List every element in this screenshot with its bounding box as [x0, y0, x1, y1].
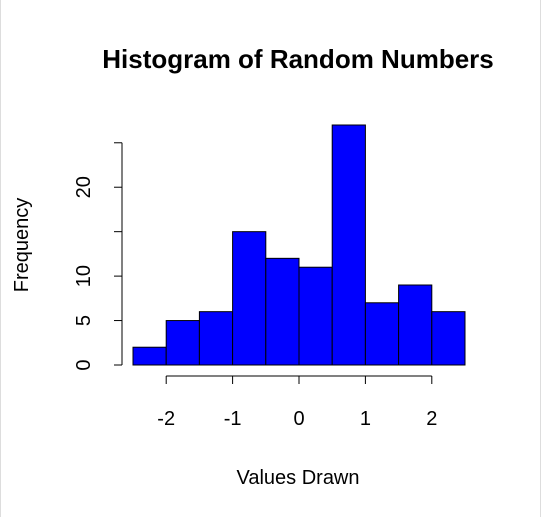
x-tick-label: 0	[293, 408, 304, 430]
x-tick-label: -1	[224, 408, 242, 430]
histogram-bar	[398, 284, 433, 366]
y-tick-label: 5	[73, 315, 95, 326]
y-tick-label: 10	[73, 265, 95, 287]
x-tick-label: -2	[157, 408, 175, 430]
histogram-bar	[298, 266, 333, 366]
histogram-bar	[165, 320, 200, 366]
x-axis: -2 -1 0 1 2	[157, 375, 437, 430]
histogram-bar	[232, 231, 267, 366]
y-tick-label: 20	[73, 176, 95, 198]
histogram-bar	[331, 124, 366, 366]
histogram-bar	[132, 346, 167, 366]
chart-title: Histogram of Random Numbers	[102, 44, 494, 74]
y-tick-label: 0	[73, 359, 95, 370]
x-tick-label: 1	[360, 408, 371, 430]
histogram-bar	[198, 311, 234, 366]
bars-group	[132, 124, 466, 366]
histogram-bar	[265, 257, 300, 366]
histogram-bar	[364, 302, 400, 366]
x-tick-label: 2	[426, 408, 437, 430]
y-axis-label: Frequency	[11, 198, 33, 293]
histogram-bar	[431, 311, 466, 366]
y-axis: 0 5 10 20	[73, 142, 123, 371]
x-axis-label: Values Drawn	[236, 467, 359, 489]
